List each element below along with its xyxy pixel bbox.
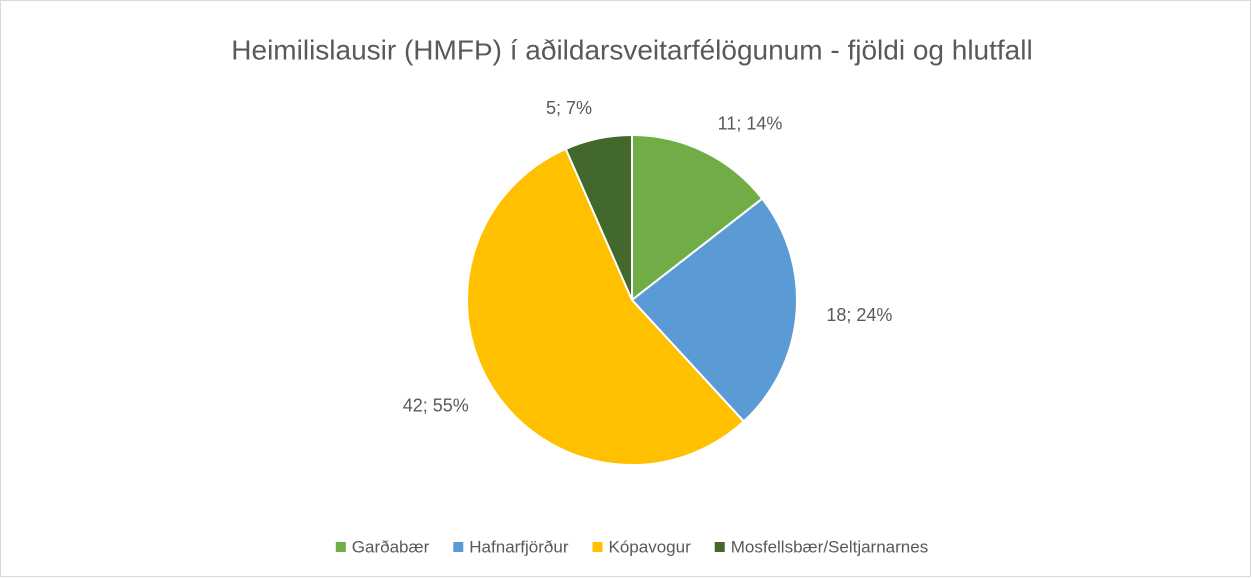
data-label: 18; 24%	[826, 305, 892, 325]
legend-label: Garðabær	[352, 537, 430, 556]
pie-slice	[564, 133, 633, 301]
chart-title: Heimilislausir (HMFÞ) í aðildarsveitarfé…	[231, 34, 1032, 65]
legend-swatch	[592, 542, 603, 552]
data-label: 11; 14%	[718, 114, 783, 134]
data-label: 42; 55%	[403, 395, 469, 415]
legend-swatch	[714, 542, 725, 552]
pie-slice	[465, 147, 746, 466]
pie-slice	[630, 197, 798, 423]
legend-label: Hafnarfjörður	[469, 537, 569, 556]
legend-swatch	[453, 542, 464, 552]
legend-label: Mosfellsbær/Seltjarnarnes	[731, 537, 928, 556]
legend-swatch	[335, 542, 346, 552]
pie-slice	[631, 133, 764, 303]
data-label: 5; 7%	[546, 98, 592, 118]
legend-label: Kópavogur	[609, 537, 692, 556]
